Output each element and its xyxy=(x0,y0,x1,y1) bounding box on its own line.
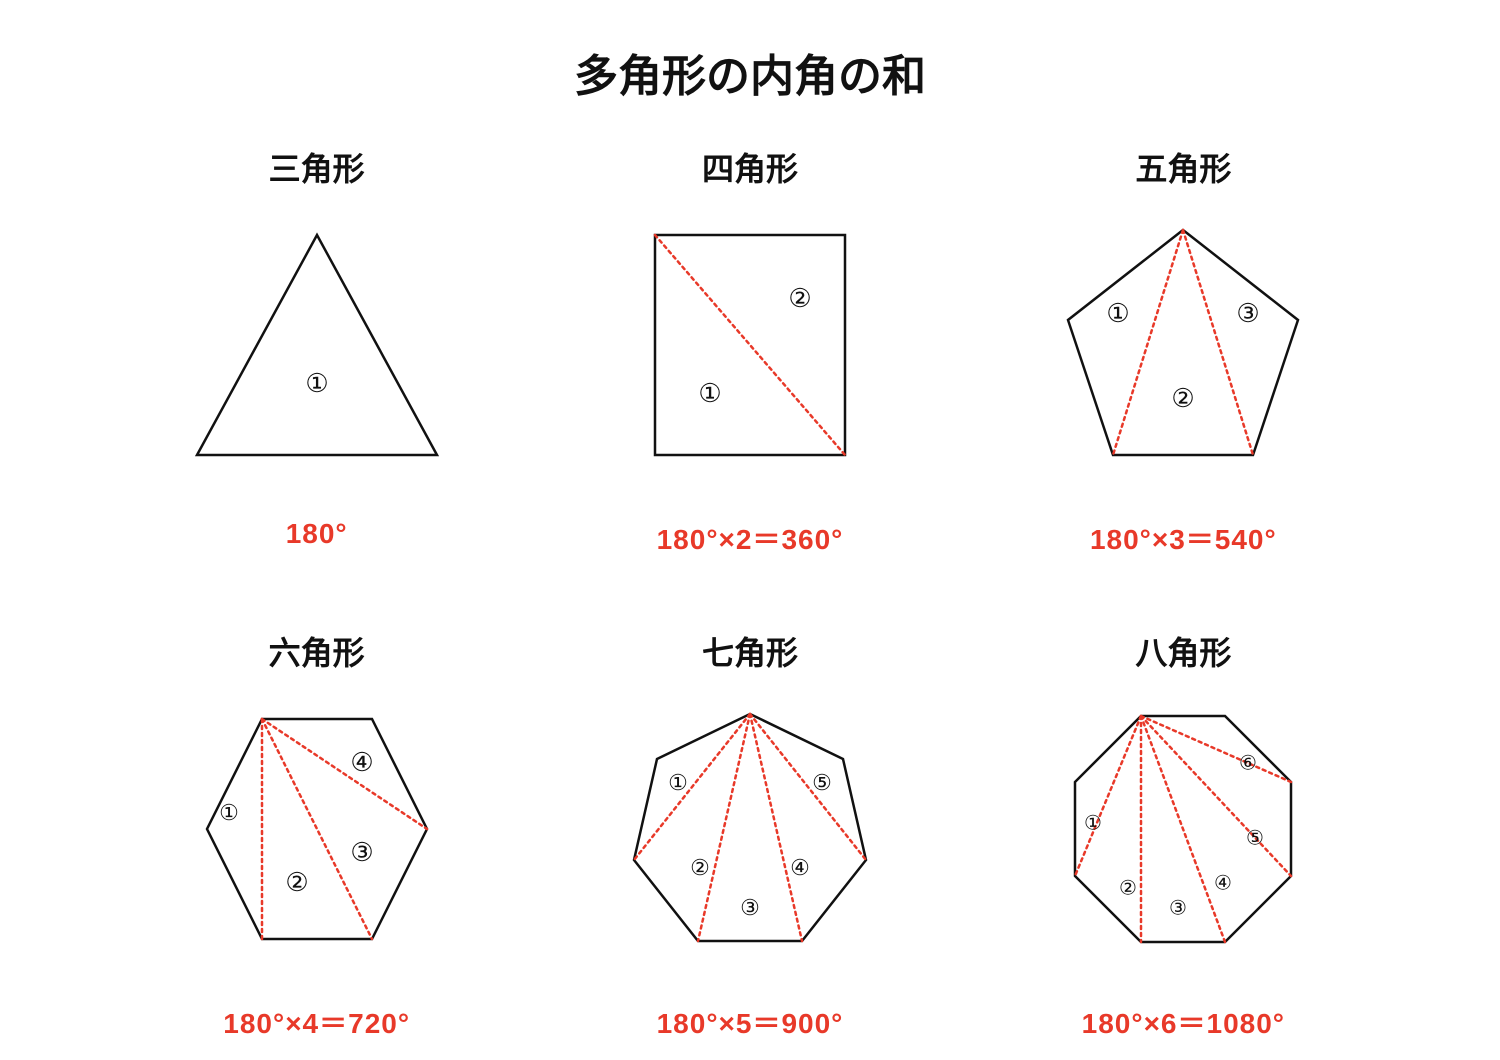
formula-hexagon: 180°×4＝720° xyxy=(223,1002,410,1042)
formula-square: 180°×2＝360° xyxy=(657,518,844,558)
shape-title-pentagon: 五角形 xyxy=(1135,144,1231,190)
region-label: ③ xyxy=(740,895,760,920)
region-label: ④ xyxy=(1214,872,1232,894)
region-label: ② xyxy=(1119,877,1137,899)
shape-cell-hexagon: 六角形 ① ② ③ ④ 180°×4＝720° xyxy=(120,628,513,1042)
shape-cell-square: 四角形②①180°×2＝360° xyxy=(553,144,946,558)
region-label: ② xyxy=(788,283,811,313)
shape-title-hexagon: 六角形 xyxy=(269,628,365,674)
formula-heptagon: 180°×5＝900° xyxy=(657,1002,844,1042)
shape-svg-heptagon: ① ② ③ ④ ⑤ xyxy=(600,684,900,984)
shape-title-square: 四角形 xyxy=(702,144,798,190)
region-label: ④ xyxy=(790,855,810,880)
polygon-outline xyxy=(1068,230,1298,455)
region-label: ① xyxy=(668,770,688,795)
shape-cell-heptagon: 七角形 ① ② ③ ④ ⑤ 180°×5＝900° xyxy=(553,628,946,1042)
region-label: ④ xyxy=(350,747,373,777)
diagonal-line xyxy=(1075,716,1141,876)
region-label: ③ xyxy=(1169,897,1187,919)
region-label: ① xyxy=(305,368,328,398)
shape-svg-octagon: ① ② ③ ④ ⑤ ⑥ xyxy=(1033,684,1333,984)
diagonal-line xyxy=(655,235,845,455)
shape-svg-hexagon: ① ② ③ ④ xyxy=(167,684,467,984)
formula-octagon: 180°×6＝1080° xyxy=(1082,1002,1285,1042)
formula-pentagon: 180°×3＝540° xyxy=(1090,518,1277,558)
diagonal-line xyxy=(1141,716,1291,782)
region-label: ② xyxy=(690,855,710,880)
diagonal-line xyxy=(262,719,427,829)
region-label: ② xyxy=(285,867,308,897)
shape-svg-pentagon: ① ③ ② xyxy=(1033,200,1333,500)
page: 多角形の内角の和 三角形①180°四角形②①180°×2＝360°五角形①③②1… xyxy=(0,0,1500,1060)
region-label: ⑥ xyxy=(1239,752,1257,774)
region-label: ② xyxy=(1172,383,1195,413)
diagonal-line xyxy=(1113,230,1183,455)
diagonal-line xyxy=(1183,230,1253,455)
shape-cell-octagon: 八角形 ① ② ③ ④ ⑤ ⑥ 180°×6＝1080° xyxy=(987,628,1380,1042)
shape-title-triangle: 三角形 xyxy=(269,144,365,190)
shape-svg-square: ②① xyxy=(600,200,900,500)
region-label: ① xyxy=(219,800,239,825)
region-label: ① xyxy=(1084,812,1102,834)
shape-svg-triangle: ① xyxy=(167,200,467,500)
region-label: ① xyxy=(698,378,721,408)
region-label: ③ xyxy=(350,837,373,867)
shapes-grid: 三角形①180°四角形②①180°×2＝360°五角形①③②180°×3＝540… xyxy=(120,144,1380,1042)
region-label: ① xyxy=(1107,298,1130,328)
polygon-outline xyxy=(197,235,437,455)
region-label: ⑤ xyxy=(812,770,832,795)
region-label: ⑤ xyxy=(1246,827,1264,849)
diagonal-line xyxy=(1141,716,1291,876)
shape-title-heptagon: 七角形 xyxy=(702,628,798,674)
shape-title-octagon: 八角形 xyxy=(1135,628,1231,674)
shape-cell-pentagon: 五角形 ① ③ ② 180°×3＝540° xyxy=(987,144,1380,558)
shape-cell-triangle: 三角形 ① 180° xyxy=(120,144,513,558)
page-title: 多角形の内角の和 xyxy=(0,40,1500,104)
formula-triangle: 180° xyxy=(286,518,348,550)
region-label: ③ xyxy=(1237,298,1260,328)
